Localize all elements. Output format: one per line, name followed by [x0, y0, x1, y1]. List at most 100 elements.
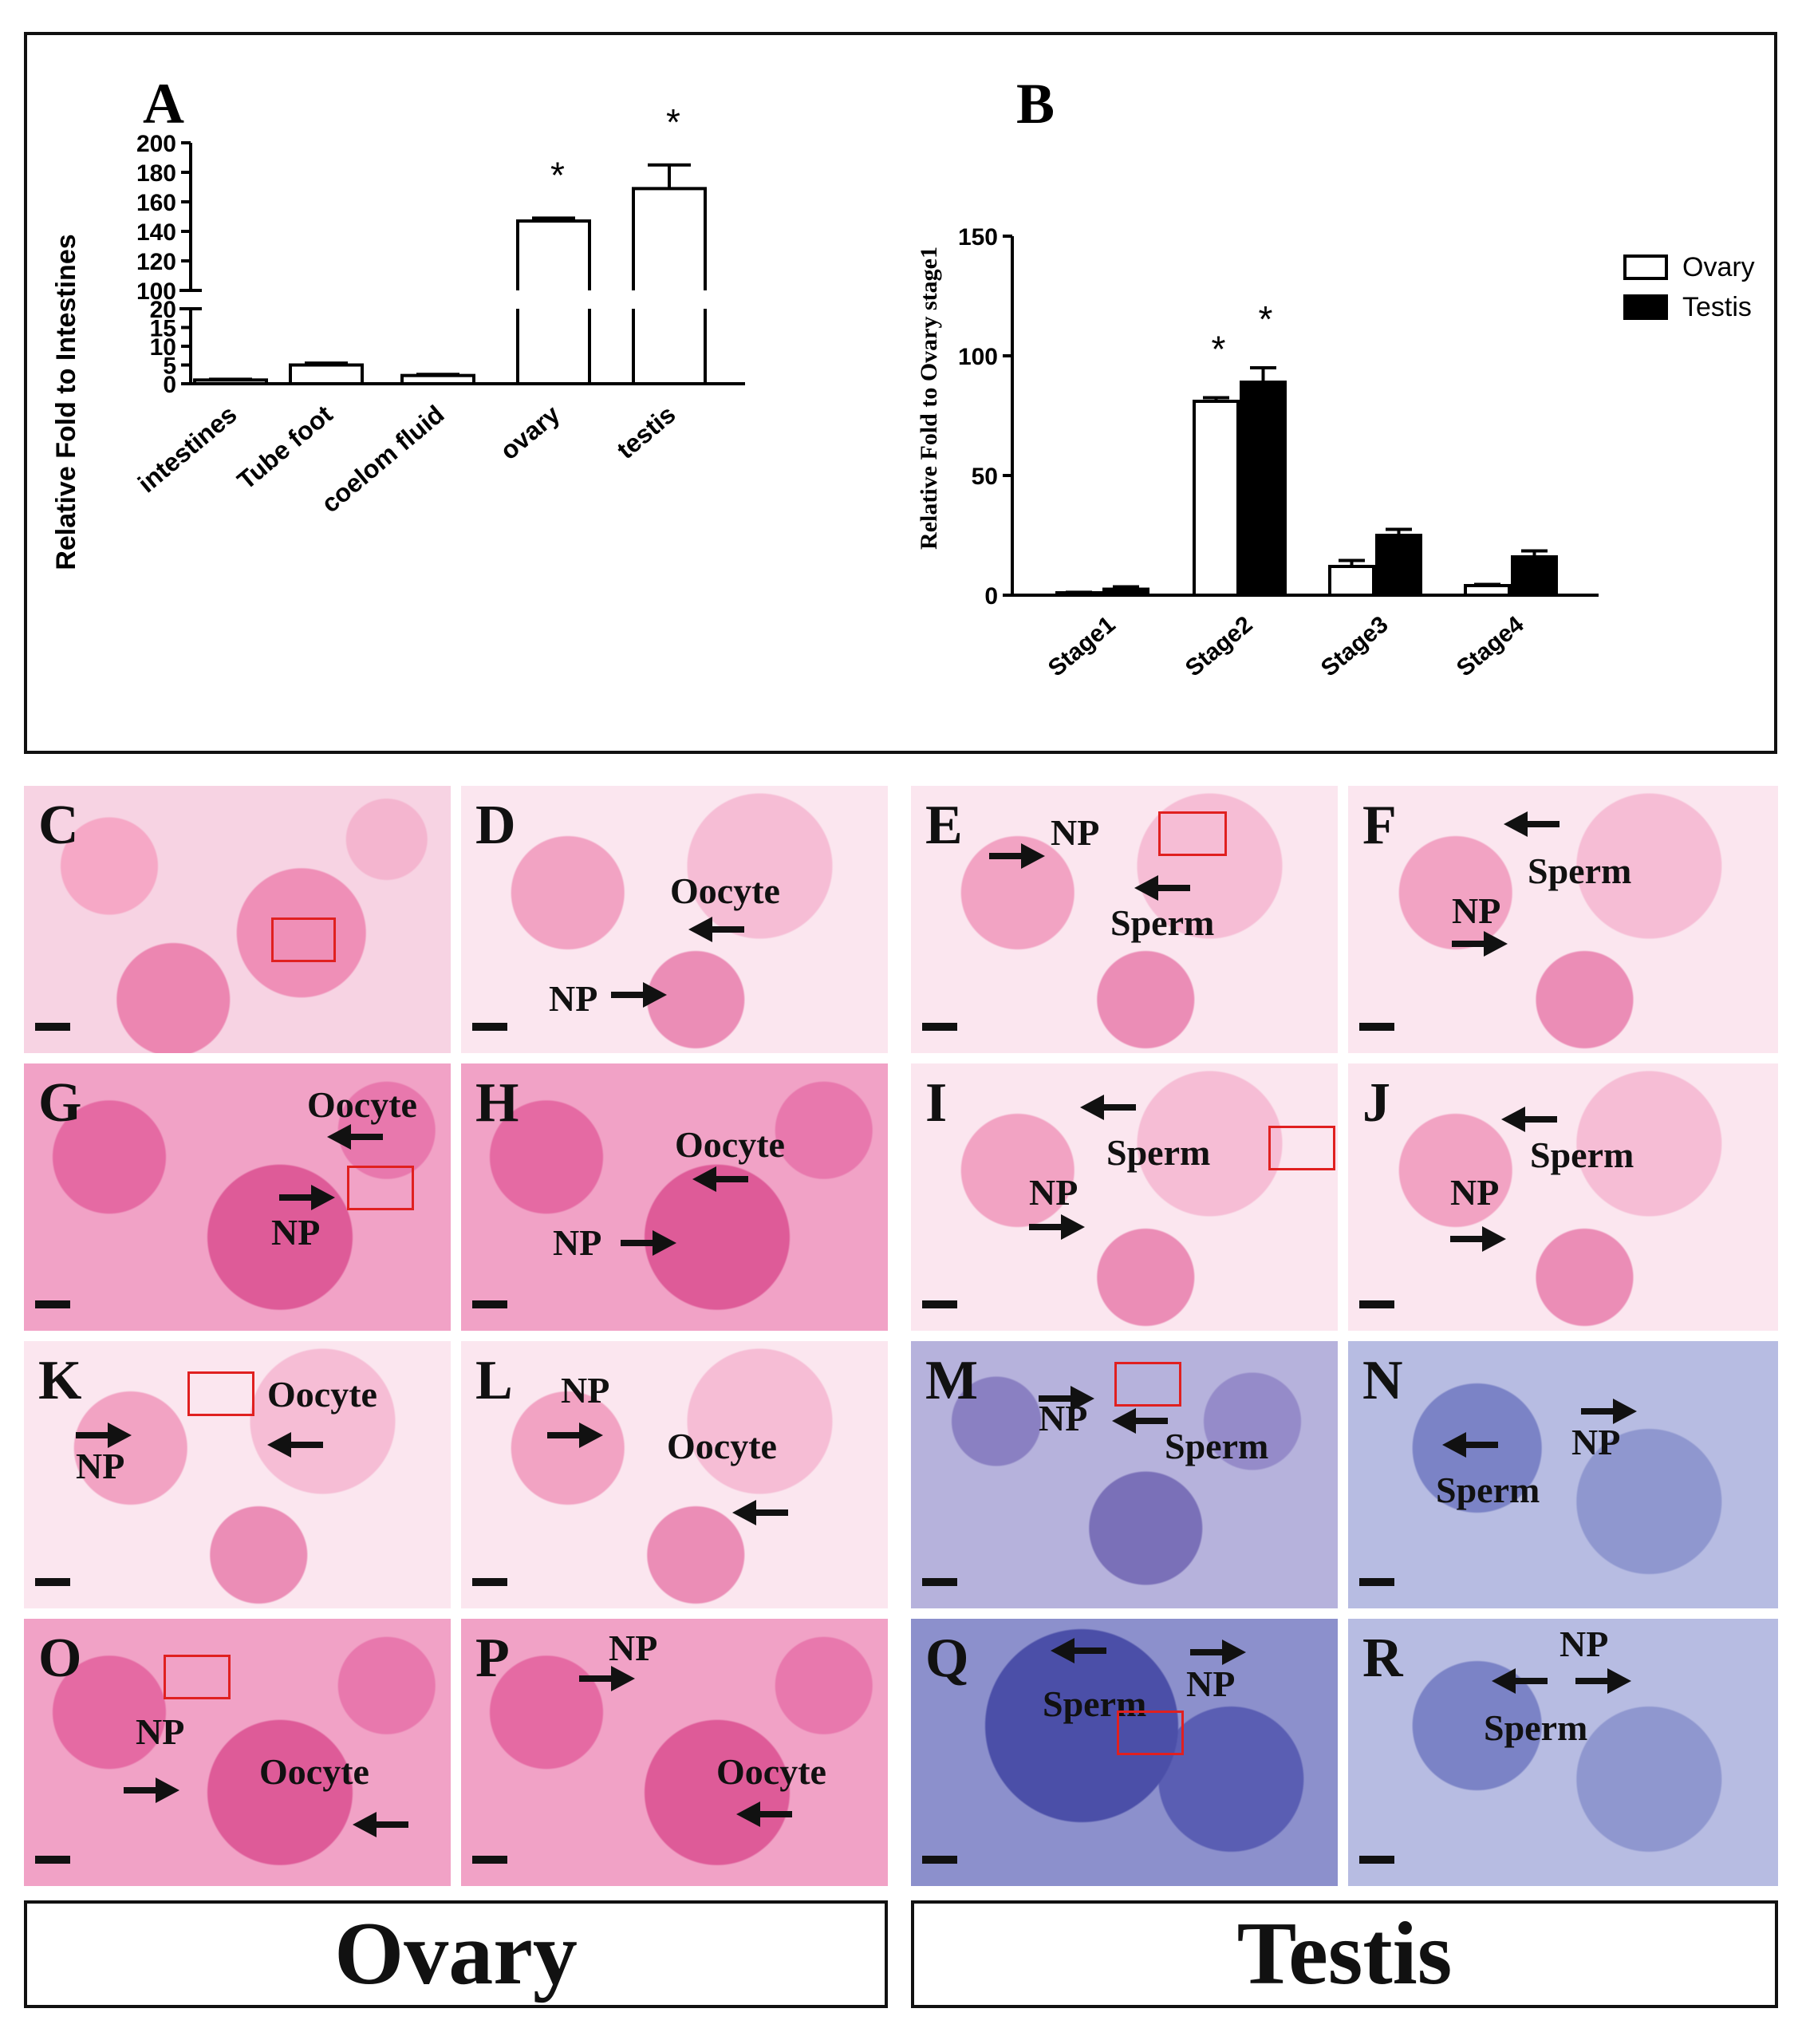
micrograph-N: N NP Sperm	[1348, 1341, 1778, 1608]
annotation-np: NP	[1186, 1663, 1236, 1704]
bar-testis	[1375, 534, 1422, 597]
annotation-np: NP	[1029, 1172, 1078, 1213]
x-tick-label: Stage3	[1316, 611, 1394, 682]
annotation-np: NP	[271, 1212, 321, 1253]
bar-ovary	[1328, 565, 1375, 597]
charts-frame: A Relative Fold to Intestines 100 120 140 1…	[24, 32, 1777, 754]
inset-box	[1268, 1126, 1335, 1170]
y-tick-label: 0	[984, 583, 998, 610]
annotation-sperm: Sperm	[1043, 1683, 1147, 1724]
bar-lower	[632, 309, 707, 385]
micrograph-F: F Sperm NP	[1348, 786, 1778, 1053]
micrograph-E: E NP Sperm	[911, 786, 1338, 1053]
scale-bar	[922, 1578, 957, 1586]
annotation-sperm: Sperm	[1528, 850, 1632, 891]
y-tick-label: 120	[136, 249, 176, 275]
x-tick-label: coelom fluid	[316, 400, 450, 519]
x-tick-label: testis	[611, 400, 680, 464]
annotation-sperm: Sperm	[1106, 1132, 1211, 1173]
x-tick-label: Stage2	[1181, 611, 1258, 682]
micrograph-M: M NP Sperm	[911, 1341, 1338, 1608]
panel-B-tick-labels: 0 50 100 150	[958, 224, 998, 610]
annotation-sperm: Sperm	[1165, 1426, 1269, 1466]
scale-bar	[922, 1300, 957, 1308]
micrograph-label: M	[925, 1350, 979, 1411]
bar-upper	[516, 219, 591, 290]
panel-label-B: B	[1016, 72, 1055, 136]
micrograph-label: D	[475, 795, 516, 856]
micrograph-O: O NP Oocyte	[24, 1619, 451, 1886]
bar-ovary	[1193, 400, 1240, 597]
significance-marker: *	[666, 101, 680, 143]
footer-ovary-label: Ovary	[334, 1904, 578, 2003]
scale-bar	[922, 1856, 957, 1864]
micrograph-label: F	[1362, 795, 1397, 856]
bar-testis	[1240, 381, 1287, 597]
bar-upper	[632, 187, 707, 290]
legend-label-ovary: Ovary	[1682, 252, 1755, 282]
y-tick-label: 100	[136, 278, 176, 305]
annotation-np: NP	[1051, 812, 1100, 853]
bar	[289, 363, 364, 385]
annotation-oocyte: Oocyte	[675, 1124, 785, 1165]
inset-box	[187, 1371, 254, 1416]
scale-bar	[472, 1300, 507, 1308]
annotation-sperm: Sperm	[1530, 1134, 1634, 1175]
bar-lower	[516, 309, 591, 385]
legend-swatch-testis	[1623, 294, 1668, 320]
micrograph-label: P	[475, 1628, 510, 1689]
significance-marker: *	[550, 154, 565, 195]
annotation-sperm: Sperm	[1436, 1470, 1540, 1510]
micrograph-H: H Oocyte NP	[461, 1063, 888, 1331]
y-tick-label: 140	[136, 219, 176, 246]
scale-bar	[472, 1856, 507, 1864]
y-tick-label: 150	[958, 224, 998, 251]
y-tick-label: 0	[163, 372, 176, 398]
panel-B-y-axis-label: Relative Fold to Ovary stage1	[916, 247, 942, 550]
legend-swatch-ovary	[1623, 255, 1668, 280]
footer-testis-box: Testis	[911, 1900, 1778, 2008]
panel-A-y-axis-label: Relative Fold to Intestines	[51, 234, 81, 570]
micrograph-label: C	[38, 795, 79, 856]
micrograph-I: I Sperm NP	[911, 1063, 1338, 1331]
x-tick-label: ovary	[495, 400, 566, 466]
panel-A-axes	[179, 141, 745, 385]
annotation-sperm: Sperm	[1110, 902, 1215, 943]
micrograph-label: R	[1362, 1628, 1403, 1689]
micrograph-J: J Sperm NP	[1348, 1063, 1778, 1331]
micrograph-label: I	[925, 1072, 948, 1134]
scale-bar	[35, 1023, 70, 1031]
charts-svg: A Relative Fold to Intestines 1001201401…	[51, 72, 1755, 682]
scale-bar	[922, 1023, 957, 1031]
annotation-oocyte: Oocyte	[670, 870, 780, 911]
inset-box	[164, 1655, 231, 1699]
inset-box	[1117, 1711, 1184, 1755]
y-tick-label: 100	[958, 344, 998, 370]
footer-testis-label: Testis	[1236, 1904, 1453, 2003]
annotation-np: NP	[553, 1222, 602, 1263]
micrograph-G: G Oocyte NP	[24, 1063, 451, 1331]
micrograph-Q: Q Sperm NP	[911, 1619, 1338, 1886]
scale-bar	[1359, 1023, 1394, 1031]
micrograph-K: K Oocyte NP	[24, 1341, 451, 1608]
scale-bar	[1359, 1300, 1394, 1308]
bar-ovary	[1464, 584, 1511, 597]
micrograph-C: C	[24, 786, 451, 1053]
scale-bar	[472, 1578, 507, 1586]
annotation-oocyte: Oocyte	[307, 1084, 417, 1125]
x-tick-label: Tube foot	[232, 400, 338, 495]
annotation-sperm: Sperm	[1484, 1707, 1588, 1748]
x-tick-label: Stage4	[1452, 611, 1529, 682]
inset-box	[1114, 1362, 1181, 1407]
panel-A-bars: **	[193, 101, 707, 386]
annotation-np: NP	[1450, 1172, 1500, 1213]
micrograph-label: G	[38, 1072, 82, 1134]
x-tick-label: intestines	[132, 400, 243, 499]
annotation-oocyte: Oocyte	[716, 1751, 826, 1792]
significance-marker: *	[1212, 329, 1226, 370]
micrograph-R: R NP Sperm	[1348, 1619, 1778, 1886]
panel-B-axes	[1003, 235, 1599, 597]
bar	[400, 373, 475, 386]
